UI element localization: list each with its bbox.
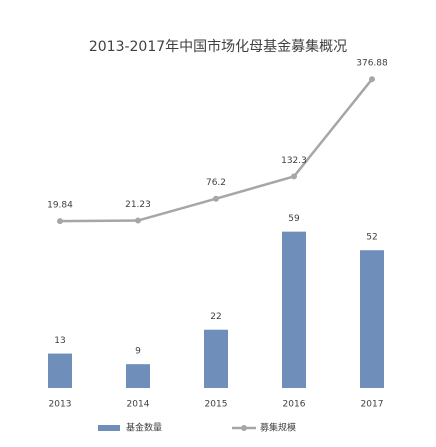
legend-swatch-marker [241,425,247,431]
line-marker [369,76,375,83]
bar-value-label: 59 [288,214,300,224]
line-value-label: 21.23 [125,200,151,210]
bar-value-label: 9 [135,347,141,357]
legend-swatch [98,425,120,431]
x-tick-label: 2014 [127,400,150,410]
line-value-label: 76.2 [206,178,226,188]
x-tick-label: 2017 [361,400,384,410]
line-value-label: 376.88 [356,59,388,69]
legend-label: 募集规模 [260,422,296,434]
x-tick-label: 2015 [205,400,228,410]
x-tick-label: 2016 [283,400,306,410]
bar [204,329,228,388]
legend-label: 基金数量 [126,422,162,434]
bar [48,353,72,388]
line-marker [135,217,141,224]
line-value-label: 19.84 [47,201,73,211]
bar-value-label: 22 [210,312,221,322]
bar [126,364,150,388]
x-tick-label: 2013 [49,400,72,410]
line-marker [57,218,63,225]
bar-value-label: 52 [366,233,377,243]
bar-value-label: 13 [54,336,65,346]
line-marker [291,173,297,180]
line-value-label: 132.3 [281,156,307,166]
chart-title: 2013-2017年中国市场化母基金募集概况 [89,38,347,55]
bar [360,250,384,388]
line-marker [213,195,219,202]
bar [282,231,306,388]
